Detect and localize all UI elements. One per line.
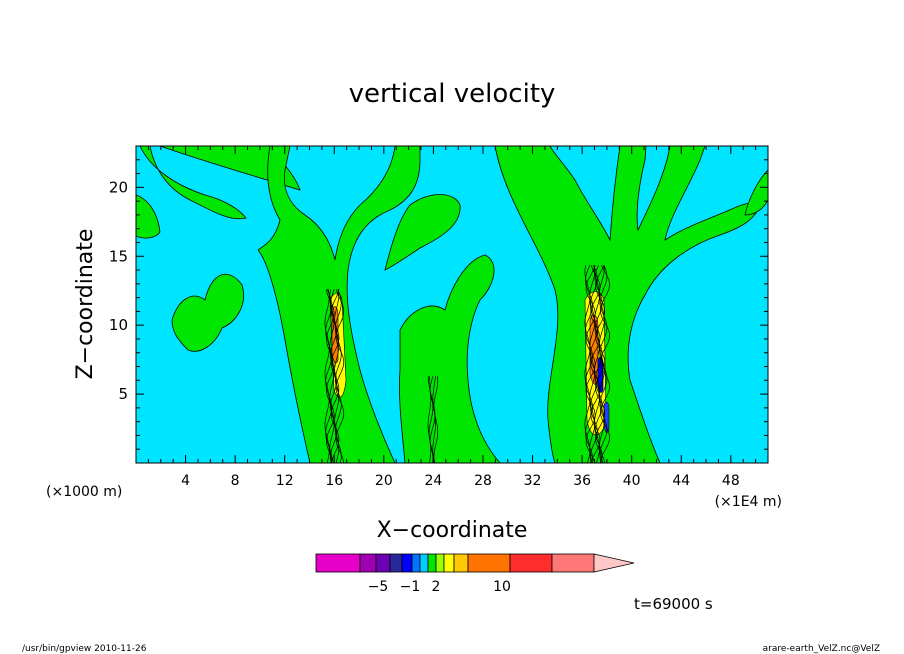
y-axis-ticks: 5 10 15 20 — [109, 159, 768, 450]
colorbar-segment-7 — [427, 553, 437, 573]
contour-right-edge — [744, 169, 768, 216]
colorbar-segment-5 — [411, 553, 421, 573]
column-37-line-9 — [598, 265, 605, 463]
x-axis-ticks: 4 8 12 16 20 24 28 32 36 40 44 48 — [147, 146, 769, 489]
colorbar-segment-2 — [375, 553, 391, 573]
contour-left-edge — [136, 194, 161, 239]
x-tick-label-48: 48 — [722, 473, 740, 489]
colorbar-label-2: 2 — [432, 579, 441, 595]
colorbar — [315, 553, 635, 573]
colorbar-label-0: −5 — [368, 579, 389, 595]
footer-right: arare-earth_VelZ.nc@VelZ — [763, 644, 880, 654]
column-37-line-11 — [599, 265, 611, 463]
plot-frame — [135, 145, 769, 464]
x-tick-label-8: 8 — [231, 473, 240, 489]
dense-contour-lines — [324, 265, 611, 463]
colorbar-labels: −5 −1 2 10 — [368, 579, 511, 595]
colorbar-segment-9 — [443, 553, 455, 573]
column-37-line-7 — [594, 265, 603, 463]
contour-center-blob — [399, 254, 501, 463]
column-24-line-2 — [429, 376, 436, 463]
column-16-line-8 — [335, 289, 345, 463]
colorbar-segment-6 — [419, 553, 429, 573]
contour-left-top — [139, 146, 247, 220]
colorbar-label-3: 10 — [493, 579, 511, 595]
time-label: t=69000 s — [634, 595, 713, 613]
contour-left-blob — [171, 273, 244, 352]
colorbar-segment-12 — [509, 553, 553, 573]
x-unit-right: (×1E4 m) — [715, 494, 782, 510]
y-tick-label-10: 10 — [109, 316, 128, 334]
footer-left: /usr/bin/gpview 2010-11-26 — [22, 644, 147, 654]
x-tick-label-28: 28 — [474, 473, 492, 489]
colorbar-segment-13 — [551, 553, 595, 573]
colorbar-segment-3 — [389, 553, 403, 573]
x-tick-label-4: 4 — [181, 473, 190, 489]
column-37-line-3 — [589, 265, 596, 463]
column-16-line-1 — [325, 289, 333, 463]
x-tick-label-20: 20 — [375, 473, 393, 489]
column-16-line-0 — [324, 289, 330, 463]
column-24-line-4 — [433, 376, 439, 463]
x-tick-label-24: 24 — [424, 473, 442, 489]
x-tick-label-32: 32 — [524, 473, 542, 489]
y-tick-label-20: 20 — [109, 178, 128, 196]
x-tick-label-40: 40 — [623, 473, 641, 489]
column-37-line-2 — [585, 265, 596, 463]
colorbar-segment-1 — [359, 553, 377, 573]
y-tick-label-15: 15 — [109, 247, 128, 265]
plot-area — [136, 146, 768, 463]
colorbar-segment-4 — [401, 553, 413, 573]
colorbar-segment-10 — [453, 553, 469, 573]
x-tick-label-12: 12 — [276, 473, 294, 489]
y-tick-label-5: 5 — [118, 385, 128, 403]
colorbar-segment-8 — [435, 553, 445, 573]
x-tick-label-16: 16 — [325, 473, 343, 489]
y-axis-label: Z−coordinate — [73, 229, 98, 380]
colorbar-arrow — [593, 553, 635, 573]
column-24-line-3 — [432, 376, 436, 463]
x-unit-left: (×1000 m) — [46, 484, 122, 500]
colorbar-segment-11 — [467, 553, 511, 573]
colorbar-segment-0 — [315, 553, 361, 573]
column-37-line-10 — [599, 265, 608, 463]
x-tick-label-36: 36 — [573, 473, 591, 489]
colorbar-label-1: −1 — [400, 579, 421, 595]
x-axis-label: X−coordinate — [377, 518, 528, 543]
x-tick-label-44: 44 — [672, 473, 690, 489]
column-37-line-5 — [590, 265, 601, 463]
contour-center-top — [384, 194, 461, 271]
chart-title: vertical velocity — [349, 79, 556, 109]
column-16-line-7 — [334, 289, 342, 463]
